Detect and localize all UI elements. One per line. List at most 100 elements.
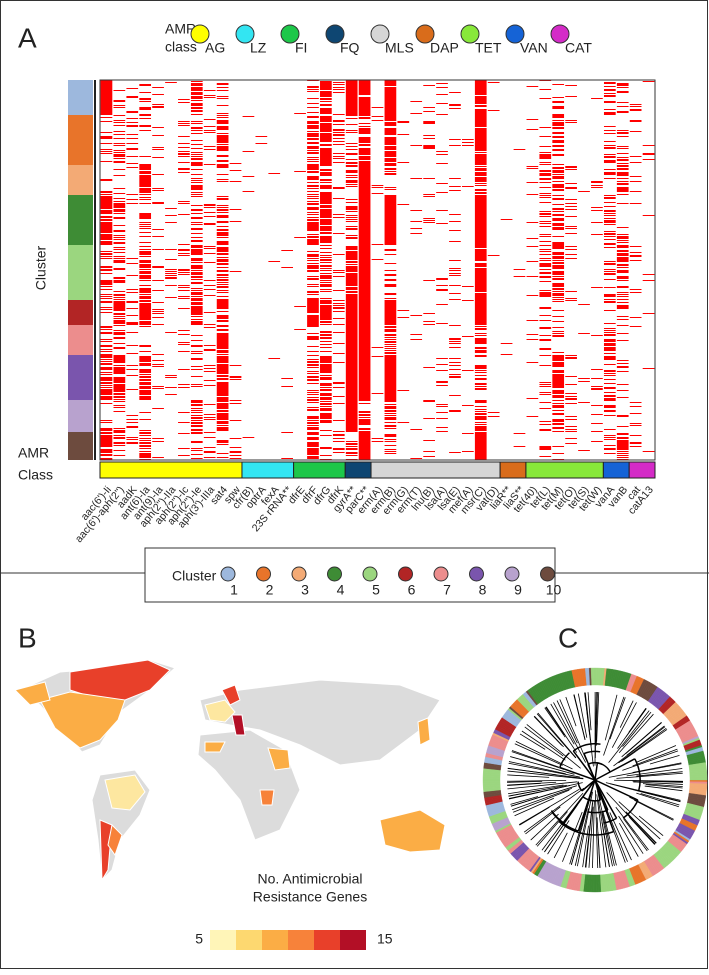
cell-run [617,390,629,391]
cell-run [307,112,319,113]
cell-run [604,410,616,412]
cell-run [152,354,164,355]
cell-run [604,415,616,416]
cell-run [527,86,539,87]
scale-swatch [314,930,340,950]
cell-run [320,408,332,411]
cell-run [385,428,397,429]
cell-run [217,247,229,252]
cell-run [333,217,345,218]
cell-run [423,145,435,149]
cell-run [139,445,151,447]
cell-run [307,133,319,137]
cell-run [617,245,629,248]
cell-run [114,337,126,339]
cell-run [217,133,229,134]
cluster-strip [68,80,93,115]
cell-run [359,161,371,165]
cell-run [552,288,564,290]
cell-run [307,217,319,218]
cell-run [591,386,603,387]
cell-run [359,126,371,127]
cell-run [204,371,216,372]
legend-swatch [434,567,448,581]
cell-run [475,172,487,176]
cell-run [539,187,551,188]
cell-run [385,189,397,190]
cell-run [604,86,616,87]
cell-run [320,356,332,363]
cell-run [230,458,242,459]
cell-run [617,172,629,176]
cell-run [333,82,345,83]
cell-run [307,150,319,151]
legend-label: 3 [301,582,309,598]
cell-run [449,186,461,187]
cell-run [475,411,487,412]
cell-run [307,367,319,368]
cell-run [114,242,126,244]
cell-run [359,417,371,418]
cell-run [165,277,177,279]
legend-label: 4 [337,582,345,598]
cell-run [333,276,345,277]
cell-run [385,326,397,328]
cell-run [552,297,564,298]
cell-run [436,427,448,428]
cell-run [359,411,371,413]
cell-run [462,433,474,434]
cell-run [604,271,616,272]
cell-run [101,289,113,290]
cell-run [204,419,216,420]
cell-run [243,437,255,438]
cell-run [643,368,655,369]
cell-run [307,203,319,205]
cell-run [230,181,242,182]
cell-run [397,134,409,135]
cell-run [346,300,358,325]
cell-run [423,280,435,281]
cell-run [165,249,177,250]
cell-run [191,174,203,175]
cell-run [217,300,229,309]
cell-run [539,258,551,259]
cell-run [359,128,371,134]
cell-run [539,223,551,224]
cell-run [475,245,487,248]
cell-run [604,263,616,265]
cell-run [139,188,151,193]
cell-run [230,365,242,366]
cell-run [126,419,138,420]
cell-run [204,432,216,433]
cell-run [385,249,397,251]
cell-run [139,236,151,237]
cell-run [101,296,113,297]
cell-run [139,115,151,116]
cell-run [307,399,319,400]
cell-run [281,386,293,387]
cell-run [565,416,577,417]
cell-run [191,458,203,459]
cell-run [217,241,229,245]
cell-run [204,404,216,405]
cell-run [152,157,164,158]
cell-run [152,408,164,409]
cell-run [126,369,138,370]
cell-run [217,299,229,300]
cell-run [139,300,151,302]
cell-run [385,284,397,287]
cell-run [514,149,526,150]
cell-run [191,282,203,284]
cell-run [307,146,319,149]
cell-run [630,402,642,403]
cell-run [178,153,190,155]
cell-run [307,164,319,165]
cell-run [436,94,448,95]
cell-run [552,293,564,296]
cell-run [126,437,138,438]
cell-run [230,271,242,272]
cell-run [539,211,551,212]
cell-run [617,181,629,182]
cell-run [333,84,345,85]
cell-run [152,249,164,250]
